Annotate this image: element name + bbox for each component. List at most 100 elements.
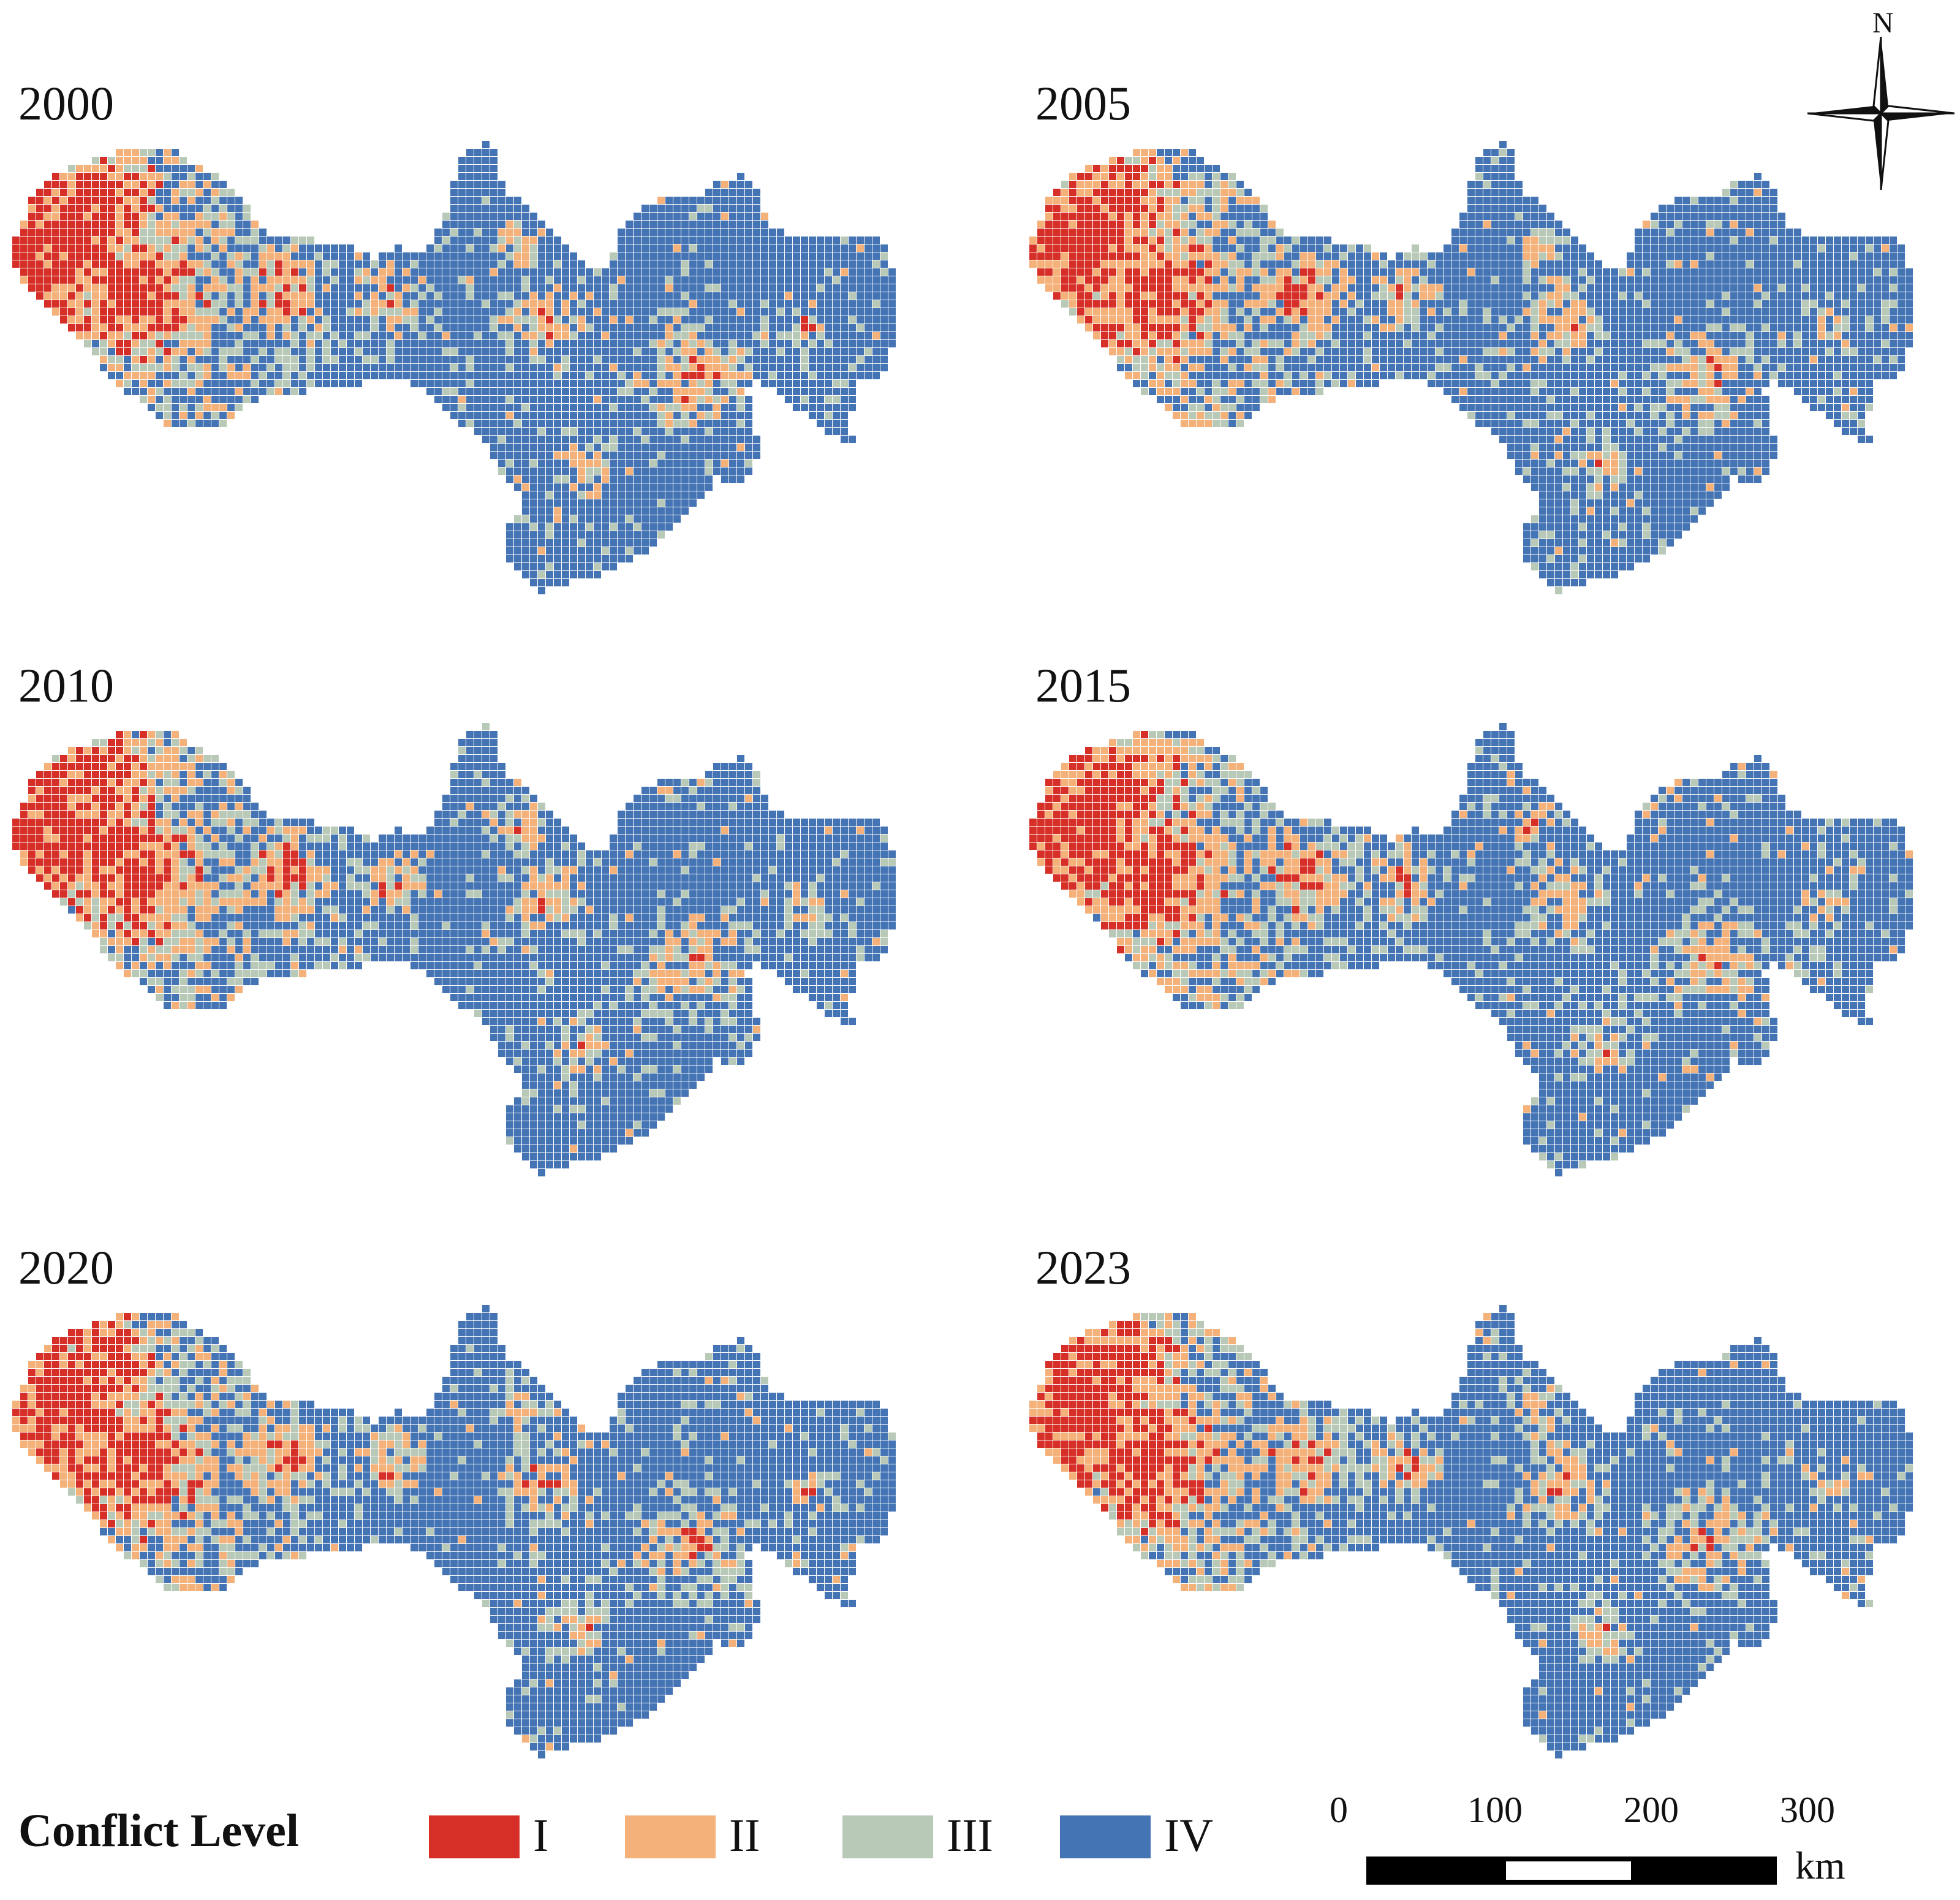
grid-cell-level-IV xyxy=(1698,229,1706,236)
grid-cell-level-I xyxy=(76,260,83,268)
grid-cell-level-IV xyxy=(1651,308,1658,316)
grid-cell-level-IV xyxy=(729,292,736,300)
grid-cell-level-IV xyxy=(474,181,482,188)
grid-cell-level-I xyxy=(148,260,155,268)
grid-cell-level-III xyxy=(291,388,298,395)
grid-cell-level-IV xyxy=(466,205,474,212)
grid-cell-level-IV xyxy=(562,420,569,427)
grid-cell-level-III xyxy=(514,316,521,324)
grid-cell-level-IV xyxy=(1531,221,1538,228)
grid-cell-level-IV xyxy=(395,244,402,252)
grid-cell-level-III xyxy=(291,284,298,292)
grid-cell-level-IV xyxy=(1850,324,1857,331)
grid-cell-level-IV xyxy=(649,467,657,475)
grid-cell-level-IV xyxy=(610,507,617,515)
grid-cell-level-II xyxy=(562,300,569,308)
grid-cell-level-III xyxy=(275,380,282,387)
grid-cell-level-IV xyxy=(506,404,513,411)
grid-cell-level-II xyxy=(1332,284,1339,292)
grid-cell-level-IV xyxy=(841,388,848,395)
grid-cell-level-I xyxy=(1125,181,1132,188)
grid-cell-level-I xyxy=(1093,300,1100,308)
grid-cell-level-III xyxy=(1595,316,1602,324)
grid-cell-level-IV xyxy=(1244,340,1252,347)
grid-cell-level-IV xyxy=(1746,213,1754,220)
grid-cell-level-IV xyxy=(737,237,744,244)
grid-cell-level-I xyxy=(108,260,115,268)
grid-cell-level-IV xyxy=(219,380,227,387)
grid-cell-level-IV xyxy=(1874,284,1881,292)
grid-cell-level-IV xyxy=(1372,300,1379,308)
grid-cell-level-II xyxy=(681,348,689,355)
grid-cell-level-I xyxy=(76,324,83,331)
grid-cell-level-III xyxy=(450,388,458,395)
grid-cell-level-IV xyxy=(1284,340,1292,347)
grid-cell-level-II xyxy=(1348,292,1355,300)
grid-cell-level-III xyxy=(140,396,147,403)
grid-cell-level-IV xyxy=(474,364,482,371)
grid-cell-level-IV xyxy=(1507,197,1515,204)
grid-cell-level-II xyxy=(1173,244,1180,252)
grid-cell-level-I xyxy=(1125,276,1132,284)
grid-cell-level-I xyxy=(76,252,83,260)
grid-cell-level-III xyxy=(1762,324,1769,331)
grid-cell-level-IV xyxy=(1396,332,1403,339)
grid-cell-level-IV xyxy=(562,436,569,443)
grid-cell-level-IV xyxy=(522,444,529,451)
grid-cell-level-I xyxy=(36,284,44,292)
grid-cell-level-IV xyxy=(745,229,752,236)
grid-cell-level-II xyxy=(20,276,28,284)
grid-cell-level-IV xyxy=(363,372,370,379)
grid-cell-level-III xyxy=(522,284,529,292)
grid-cell-level-IV xyxy=(880,276,888,284)
grid-cell-level-II xyxy=(92,205,99,212)
grid-cell-level-II xyxy=(594,491,601,499)
grid-cell-level-IV xyxy=(1905,284,1913,292)
grid-cell-level-IV xyxy=(713,428,721,435)
grid-cell-level-IV xyxy=(1738,189,1746,196)
grid-cell-level-I xyxy=(140,268,147,276)
grid-cell-level-IV xyxy=(1730,189,1738,196)
grid-cell-level-III xyxy=(825,396,832,403)
grid-cell-level-II xyxy=(116,213,123,220)
grid-cell-level-III xyxy=(1547,300,1554,308)
grid-cell-level-IV xyxy=(673,300,681,308)
grid-cell-level-III xyxy=(1324,332,1331,339)
grid-cell-level-IV xyxy=(665,499,673,507)
grid-cell-level-II xyxy=(570,452,577,459)
grid-cell-level-IV xyxy=(1730,292,1738,300)
grid-cell-level-IV xyxy=(490,237,498,244)
grid-cell-level-II xyxy=(1109,316,1116,324)
grid-cell-level-I xyxy=(1077,252,1084,260)
grid-cell-level-I xyxy=(20,237,28,244)
grid-cell-level-IV xyxy=(570,499,577,507)
grid-cell-level-III xyxy=(793,332,800,339)
grid-cell-level-I xyxy=(1109,165,1116,172)
grid-cell-level-IV xyxy=(1730,316,1738,324)
grid-cell-level-III xyxy=(411,300,418,308)
grid-cell-level-II xyxy=(689,332,697,339)
grid-cell-level-II xyxy=(275,252,282,260)
grid-cell-level-I xyxy=(132,229,139,236)
grid-cell-level-IV xyxy=(371,268,378,276)
grid-cell-level-II xyxy=(132,237,139,244)
grid-cell-level-IV xyxy=(498,189,505,196)
grid-cell-level-IV xyxy=(1682,332,1690,339)
grid-cell-level-IV xyxy=(841,364,848,371)
grid-cell-level-I xyxy=(1141,284,1148,292)
grid-cell-level-IV xyxy=(1451,244,1459,252)
grid-cell-level-II xyxy=(705,348,713,355)
grid-cell-level-IV xyxy=(522,340,529,347)
grid-cell-level-IV xyxy=(673,499,681,507)
grid-cell-level-I xyxy=(387,284,394,292)
grid-cell-level-IV xyxy=(1483,189,1491,196)
grid-cell-level-I xyxy=(1149,244,1156,252)
grid-cell-level-IV xyxy=(1762,237,1769,244)
grid-cell-level-III xyxy=(187,420,195,427)
grid-cell-level-I xyxy=(283,284,290,292)
grid-cell-level-IV xyxy=(570,372,577,379)
grid-cell-level-I xyxy=(164,276,171,284)
grid-cell-level-II xyxy=(164,332,171,339)
grid-cell-level-III xyxy=(1428,332,1435,339)
grid-cell-level-I xyxy=(1189,244,1196,252)
